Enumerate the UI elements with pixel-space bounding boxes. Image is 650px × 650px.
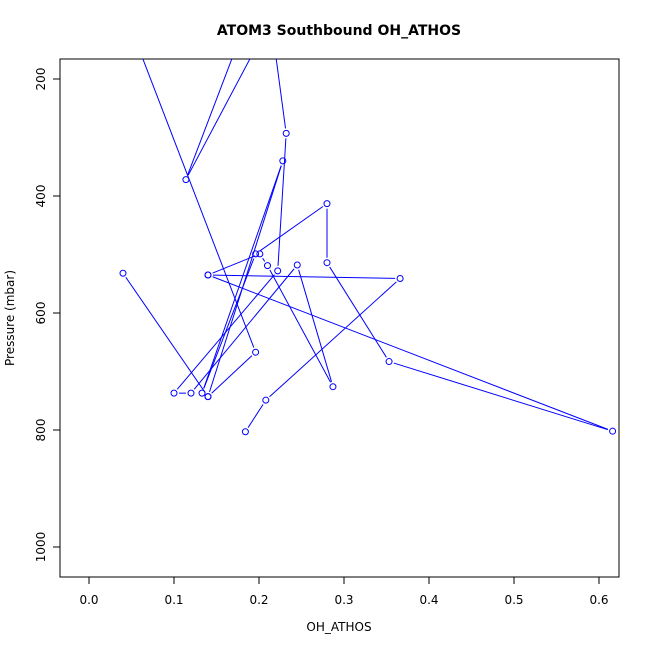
series-point — [268, 16, 274, 22]
series-segment — [211, 355, 253, 394]
series-segment — [212, 255, 256, 274]
x-tick-label: 0.1 — [164, 593, 183, 607]
x-tick-label: 0.5 — [504, 593, 523, 607]
series-point — [262, 396, 270, 404]
series-segment — [187, 59, 251, 176]
y-axis: 200 400 600 800 1000 — [34, 68, 61, 563]
series-segment — [329, 266, 387, 358]
y-axis-label: Pressure (mbar) — [3, 270, 17, 366]
series-point — [252, 250, 260, 258]
series-segment — [247, 404, 264, 428]
series-point — [323, 200, 331, 208]
x-tick-label: 0.3 — [334, 593, 353, 607]
series-segment — [259, 206, 324, 252]
series-segment — [262, 257, 266, 262]
y-tick-label: 800 — [34, 419, 48, 442]
series-segment — [142, 59, 255, 348]
series-point — [274, 267, 282, 275]
series-point — [293, 261, 301, 269]
series-point — [125, 18, 131, 24]
series-group — [119, 16, 617, 436]
series-point — [252, 348, 260, 356]
series-segment — [176, 274, 275, 390]
series-segment — [269, 281, 397, 398]
series-segment — [209, 165, 282, 393]
y-tick-label: 400 — [34, 185, 48, 208]
series-segment — [275, 59, 287, 129]
x-axis-label: OH_ATHOS — [306, 620, 371, 634]
x-tick-label: 0.2 — [249, 593, 268, 607]
series-point — [204, 271, 212, 279]
series-point — [204, 393, 212, 401]
series-point — [170, 389, 178, 397]
series-point — [279, 157, 287, 165]
chart-title: ATOM3 Southbound OH_ATHOS — [217, 23, 461, 39]
x-tick-label: 0.0 — [79, 593, 98, 607]
series-segment — [393, 362, 608, 431]
series-segment — [193, 268, 295, 390]
x-tick-label: 0.6 — [589, 593, 608, 607]
series-segment — [269, 269, 332, 383]
series-segment — [298, 269, 333, 383]
y-tick-label: 1000 — [34, 532, 48, 563]
series-segment — [277, 138, 287, 266]
series-point — [241, 428, 249, 436]
plot-frame — [59, 58, 620, 578]
series-point — [385, 358, 393, 366]
series-point — [256, 250, 264, 258]
series-point — [187, 389, 195, 397]
series-point — [323, 259, 331, 267]
series-segment — [212, 274, 396, 279]
y-tick-label: 600 — [34, 302, 48, 325]
series-segment — [187, 59, 233, 176]
series-segment — [203, 165, 282, 389]
series-segment — [125, 277, 206, 393]
x-tick-label: 0.4 — [419, 593, 438, 607]
x-axis: 0.0 0.1 0.2 0.3 0.4 0.5 0.6 — [79, 576, 609, 607]
series-point — [329, 383, 337, 391]
series-segment — [203, 258, 255, 389]
series-point — [609, 427, 617, 435]
series-point — [264, 262, 271, 270]
series-segment — [212, 276, 609, 430]
series-point — [198, 389, 206, 397]
series-point — [282, 129, 290, 137]
series-point — [396, 274, 404, 282]
series-point — [119, 269, 127, 277]
y-tick-label: 200 — [34, 68, 48, 91]
series-point — [182, 176, 190, 184]
